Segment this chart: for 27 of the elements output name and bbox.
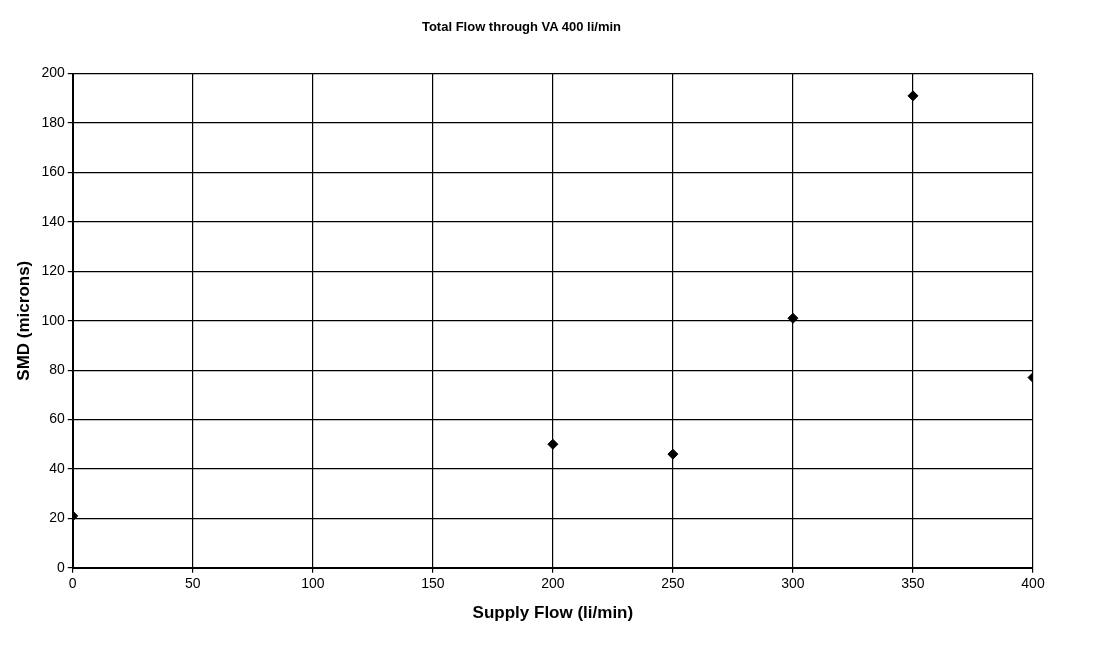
x-tick-label: 50 (185, 575, 201, 592)
x-axis-title: Supply Flow (li/min) (472, 603, 634, 623)
y-tick-label: 120 (41, 262, 65, 279)
y-tick-label: 100 (41, 311, 65, 328)
point (787, 312, 799, 324)
y-tick-label: 200 (41, 64, 65, 81)
y-axis-title: SMD (microns) (13, 260, 33, 381)
point (667, 448, 679, 460)
y-tick-label: 20 (49, 509, 65, 526)
y-tick-label: 0 (56, 558, 65, 575)
y-tick-label: 40 (49, 459, 65, 476)
y-tick-label: 140 (41, 212, 65, 229)
x-tick-label: 400 (1021, 575, 1045, 592)
chart-title: Total Flow through VA 400 li/min (421, 19, 622, 35)
y-tick-label: 60 (49, 410, 65, 427)
x-tick-label: 300 (781, 575, 805, 592)
point (547, 438, 559, 450)
y-tick-label: 80 (49, 360, 65, 377)
x-tick-label: 150 (421, 575, 445, 592)
x-tick-label: 100 (301, 575, 325, 592)
x-tick-label: 350 (901, 575, 925, 592)
x-tick-label: 0 (68, 575, 77, 592)
y-tick-label: 160 (41, 163, 65, 180)
y-tick-label: 180 (41, 113, 65, 130)
point (907, 90, 919, 102)
x-tick-label: 250 (661, 575, 685, 592)
x-tick-label: 200 (541, 575, 565, 592)
